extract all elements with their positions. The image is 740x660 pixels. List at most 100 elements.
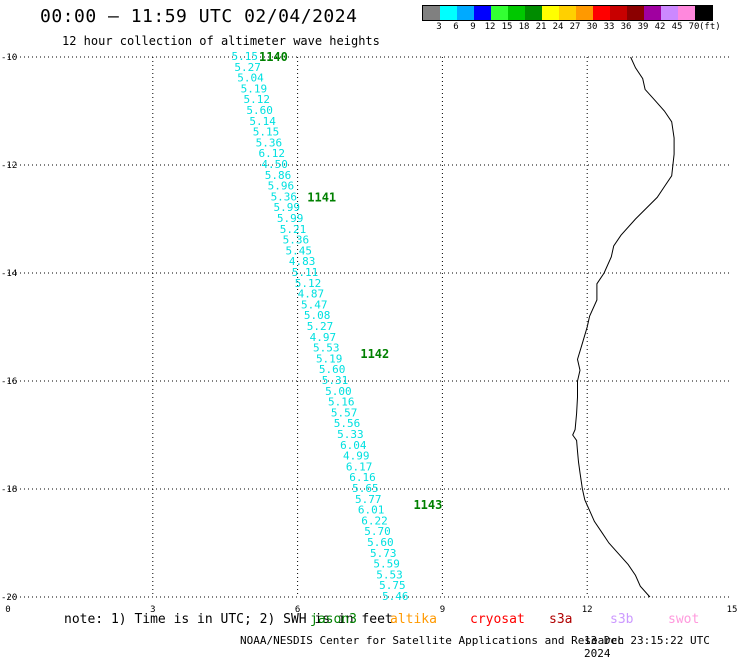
legend-swatch [627,6,644,20]
legend-labels: (ft) 3 6 9 12 15 18 21 24 27 30 33 36 39 42 45 70 [422,21,720,33]
legend-swatch [576,6,593,20]
wave-height-value: 5.36 [283,234,310,247]
y-tick-label: -12 [1,161,17,171]
legend-label: 45 [671,22,683,32]
pass-number-label: 1140 [259,50,288,64]
legend-swatch [593,6,610,20]
wave-height-value: 5.86 [265,169,292,182]
coastline [572,56,675,598]
satellite-label-swot: swot [668,612,700,627]
wave-height-value: 5.70 [364,525,391,538]
pass-number-label: 1142 [360,347,389,361]
wave-height-value: 5.14 [249,115,276,128]
wave-height-value: 5.60 [367,536,394,549]
legend-swatch [525,6,542,20]
wave-height-value: 5.57 [331,406,358,419]
wave-height-value: 5.53 [313,342,340,355]
wave-height-value: 5.96 [268,180,295,193]
wave-height-value: 4.83 [289,255,316,268]
satellite-label-cryosat: cryosat [470,612,525,627]
wave-height-value: 6.04 [340,439,367,452]
x-tick-label: 3 [150,605,155,615]
legend-label: 12 [484,22,496,32]
legend-label: 42 [654,22,666,32]
y-tick-label: -18 [1,485,17,495]
wave-height-value: 5.15 [253,126,280,139]
legend-swatch [423,6,440,20]
legend-swatch [678,6,695,20]
satellite-label-s3b: s3b [610,612,634,627]
wave-height-value: 5.04 [237,72,264,85]
legend-swatch [474,6,491,20]
legend-label: 6 [453,22,459,32]
legend-unit: (ft) [699,22,721,32]
legend-label: 27 [569,22,581,32]
y-tick-label: -16 [1,377,17,387]
wave-height-value: 5.00 [325,385,352,398]
wave-height-value: 5.19 [316,352,343,365]
wave-height-value: 4.97 [310,331,337,344]
wave-height-value: 5.60 [246,104,272,117]
satellite-label-altika: altika [390,612,437,627]
legend-label: 18 [518,22,530,32]
legend-label: 3 [436,22,442,32]
legend-label: 39 [637,22,649,32]
wave-height-value: 6.22 [361,514,388,527]
legend-label: 9 [470,22,476,32]
pass-number-label: 1143 [413,498,442,512]
wave-height-value: 6.01 [358,504,385,517]
map-title: 00:00 – 11:59 UTC 02/04/2024 [40,6,358,27]
wave-height-value: 5.12 [295,277,322,290]
legend-swatch [661,6,678,20]
x-tick-label: 15 [727,605,738,615]
wave-height-value: 4.87 [298,288,325,301]
pass-number-label: 1141 [307,190,336,204]
legend-swatch [610,6,627,20]
legend-label: 24 [552,22,564,32]
wave-height-value: 6.17 [346,460,373,473]
wave-height-value: 5.27 [307,320,334,333]
legend-swatch [457,6,474,20]
satellite-label-jason3: jason3 [310,612,357,627]
wave-height-value: 5.60 [319,363,346,376]
footer-credit: NOAA/NESDIS Center for Satellite Applica… [240,634,625,647]
wave-height-value: 5.77 [355,493,382,506]
footer-note: note: 1) Time is in UTC; 2) SWH is in fe… [64,612,393,627]
wave-height-value: 5.12 [244,93,270,106]
x-tick-label: 12 [582,605,593,615]
satellite-label-s3a: s3a [549,612,573,627]
legend-color-bar [422,5,713,21]
wave-height-value: 5.99 [273,201,300,214]
legend-label: 33 [603,22,615,32]
x-tick-label: 0 [5,605,10,615]
footer-timestamp: 13 Dec 23:15:22 UTC 2024 [584,634,710,660]
wave-height-value: 4.99 [343,450,370,463]
legend-swatch [440,6,457,20]
wave-height-value: 5.46 [382,590,409,603]
legend-label: 21 [535,22,547,32]
wave-height-legend: (ft) 3 6 9 12 15 18 21 24 27 30 33 36 39 42 45 70 [422,5,721,33]
wave-height-value: 5.59 [373,558,400,571]
legend-label: 15 [501,22,513,32]
wave-height-value: 6.12 [259,147,286,160]
wave-height-value: 5.65 [352,482,379,495]
legend-swatch [644,6,661,20]
wave-height-value: 5.99 [277,212,304,225]
legend-swatch [542,6,559,20]
wave-height-value: 5.45 [286,244,313,257]
legend-swatch [559,6,576,20]
wave-height-value: 5.73 [370,547,397,560]
wave-height-value: 5.53 [376,568,403,581]
legend-swatch [695,6,712,20]
wave-height-value: 5.19 [241,82,267,95]
wave-height-value: 5.16 [328,396,355,409]
legend-swatch [508,6,525,20]
x-tick-label: 6 [295,605,300,615]
wave-height-value: 6.16 [349,471,376,484]
wave-height-value: 5.31 [322,374,349,387]
legend-label: 36 [620,22,632,32]
y-tick-label: -14 [1,269,17,279]
wave-height-value: 5.75 [379,579,406,592]
wave-height-value: 5.15 [231,50,258,63]
